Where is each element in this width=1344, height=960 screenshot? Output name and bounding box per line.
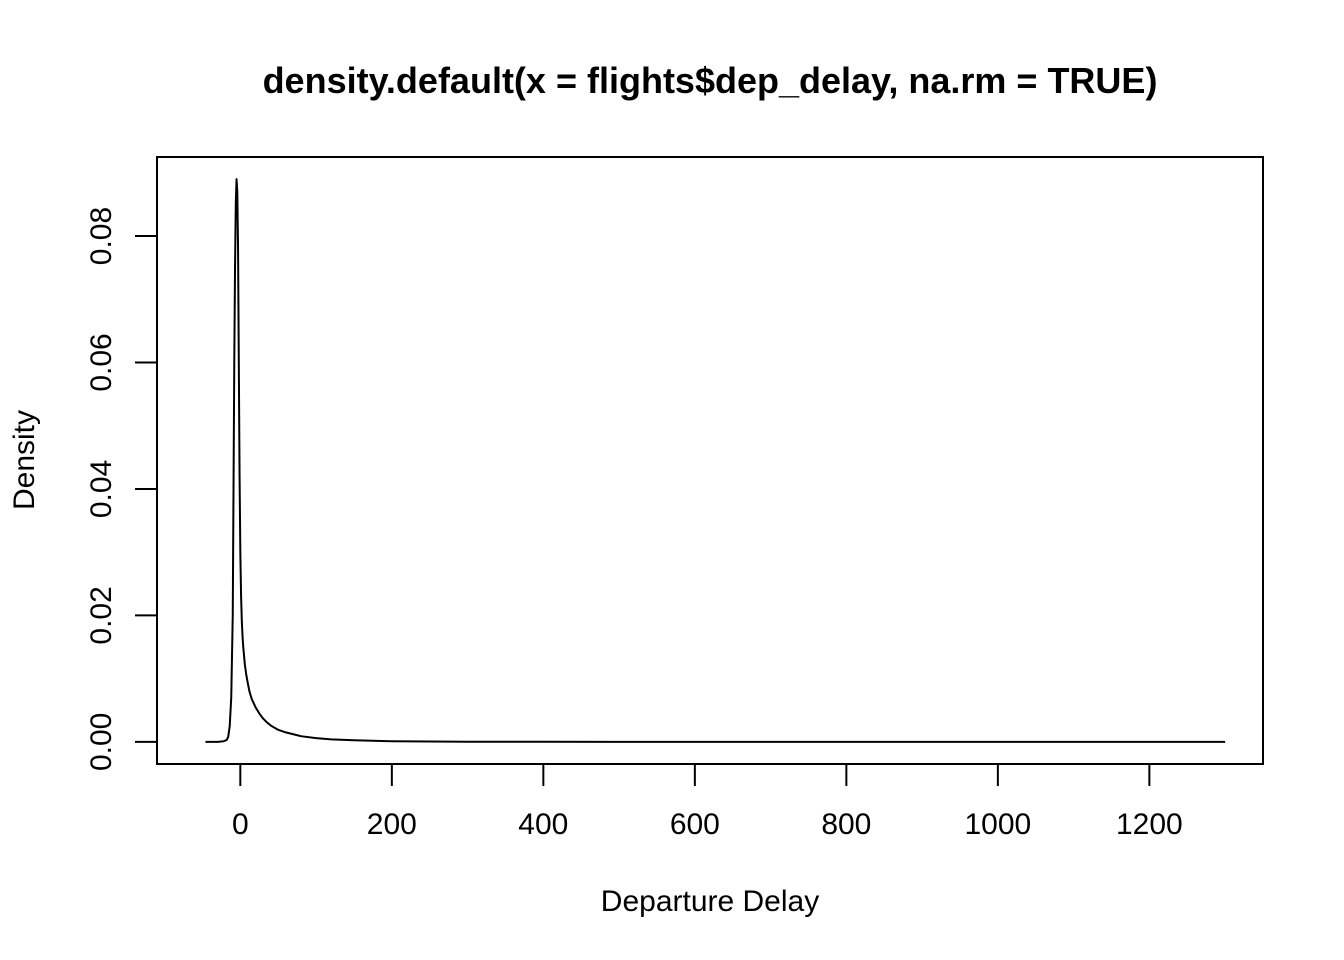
chart-title: density.default(x = flights$dep_delay, n… <box>263 60 1158 101</box>
y-axis-label: Density <box>8 410 41 510</box>
x-tick-label: 0 <box>232 808 249 841</box>
plot-frame <box>156 156 1264 765</box>
x-tick-label: 1200 <box>1116 808 1183 841</box>
x-tick-label: 400 <box>518 808 568 841</box>
x-axis: 0 200 400 600 800 1000 1200 <box>232 763 1183 841</box>
x-tick-label: 1000 <box>964 808 1031 841</box>
y-tick-label: 0.08 <box>85 207 118 265</box>
x-axis-label: Departure Delay <box>601 885 819 918</box>
density-line <box>205 178 1226 743</box>
y-tick-label: 0.02 <box>85 586 118 644</box>
y-tick-label: 0.06 <box>85 333 118 391</box>
y-tick-label: 0.00 <box>85 713 118 771</box>
x-tick-label: 600 <box>670 808 720 841</box>
y-tick-label: 0.04 <box>85 460 118 518</box>
y-axis: 0.00 0.02 0.04 0.06 0.08 <box>85 207 158 771</box>
x-tick-label: 200 <box>367 808 417 841</box>
x-tick-label: 800 <box>821 808 871 841</box>
series-layer <box>205 178 1226 743</box>
